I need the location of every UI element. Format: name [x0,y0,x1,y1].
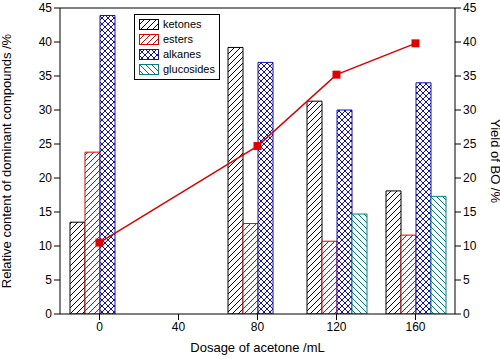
svg-text:20: 20 [39,171,53,185]
svg-text:Relative content of dominant c: Relative content of dominant compounds /… [8,33,14,288]
svg-text:5: 5 [463,273,470,287]
html-text:esters: esters [163,33,193,45]
svg-text:35: 35 [39,69,53,83]
svg-text:15: 15 [39,205,53,219]
html-text:ketones: ketones [163,18,202,30]
svg-text:10: 10 [39,239,53,253]
svg-text:45: 45 [463,1,477,15]
svg-text:0: 0 [463,307,470,321]
html-text:glucosides: glucosides [163,63,215,75]
svg-text:Yield of BO /%: Yield of BO /% [488,119,492,203]
svg-text:160: 160 [405,320,425,334]
svg-text:35: 35 [463,69,477,83]
svg-text:15: 15 [463,205,477,219]
svg-text:40: 40 [172,320,186,334]
svg-text:20: 20 [463,171,477,185]
svg-text:Dosage of acetone /mL: Dosage of acetone /mL [190,340,324,355]
svg-text:40: 40 [463,35,477,49]
svg-text:0: 0 [45,307,52,321]
svg-text:120: 120 [326,320,346,334]
svg-text:25: 25 [463,137,477,151]
svg-text:40: 40 [39,35,53,49]
svg-text:5: 5 [45,273,52,287]
svg-text:30: 30 [463,103,477,117]
svg-text:0: 0 [96,320,103,334]
svg-text:80: 80 [251,320,265,334]
svg-text:30: 30 [39,103,53,117]
html-text:alkanes: alkanes [163,48,201,60]
svg-text:25: 25 [39,137,53,151]
svg-text:10: 10 [463,239,477,253]
svg-text:45: 45 [39,1,53,15]
